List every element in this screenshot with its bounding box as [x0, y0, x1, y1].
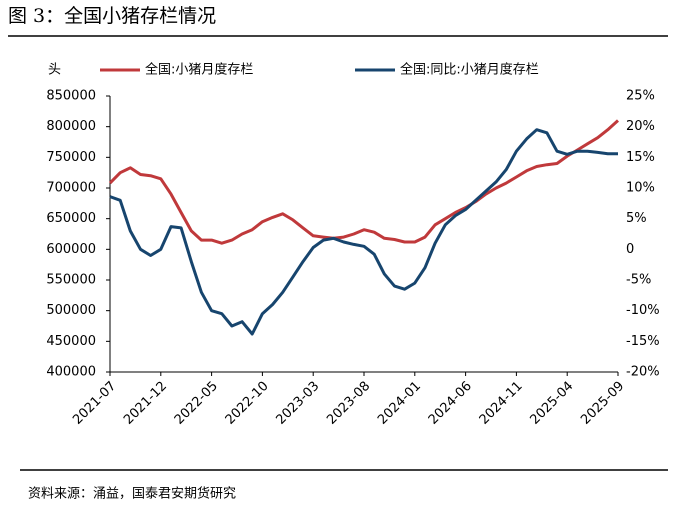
- x-tick-label: 2022-05: [172, 379, 221, 428]
- source: 资料来源：涌益，国泰君安期货研究: [28, 486, 236, 502]
- y2-tick-label: -20%: [626, 365, 660, 380]
- x-tick-label: 2025-04: [527, 379, 576, 428]
- y2-tick-label: -5%: [626, 273, 651, 288]
- y2-tick-label: 20%: [626, 119, 655, 134]
- chart-title: 图 3：全国小猪存栏情况: [8, 5, 216, 27]
- y-tick-label: 800000: [46, 119, 96, 134]
- legend-label: 全国:小猪月度存栏: [145, 62, 253, 78]
- series-line: [108, 119, 620, 245]
- y-unit: 头: [48, 63, 61, 78]
- y-tick-label: 400000: [46, 365, 96, 380]
- y-tick-label: 700000: [46, 181, 96, 196]
- y2-tick-label: 25%: [626, 89, 655, 104]
- y2-tick-label: 10%: [626, 181, 655, 196]
- x-tick-label: 2022-10: [223, 379, 272, 428]
- legend-label: 全国:同比:小猪月度存栏: [400, 62, 539, 78]
- y-tick-label: 550000: [46, 273, 96, 288]
- y2-tick-label: 15%: [626, 150, 655, 165]
- y-tick-label: 600000: [46, 242, 96, 257]
- y-tick-label: 650000: [46, 211, 96, 226]
- x-tick-label: 2024-06: [426, 379, 475, 428]
- y2-tick-label: -15%: [626, 334, 660, 349]
- x-tick-label: 2025-09: [578, 379, 627, 428]
- y-tick-label: 850000: [46, 89, 96, 104]
- x-tick-label: 2024-11: [477, 379, 526, 428]
- y-tick-label: 750000: [46, 150, 96, 165]
- y-tick-label: 450000: [46, 334, 96, 349]
- x-tick-label: 2023-03: [273, 379, 322, 428]
- y-tick-label: 500000: [46, 303, 96, 318]
- y2-tick-label: 5%: [626, 211, 647, 226]
- x-tick-label: 2021-07: [70, 379, 119, 428]
- x-tick-label: 2021-12: [121, 379, 170, 428]
- series-line: [109, 128, 618, 336]
- x-tick-label: 2024-01: [375, 379, 424, 428]
- y2-tick-label: -10%: [626, 303, 660, 318]
- y2-tick-label: 0: [626, 242, 634, 257]
- x-tick-label: 2023-08: [324, 379, 373, 428]
